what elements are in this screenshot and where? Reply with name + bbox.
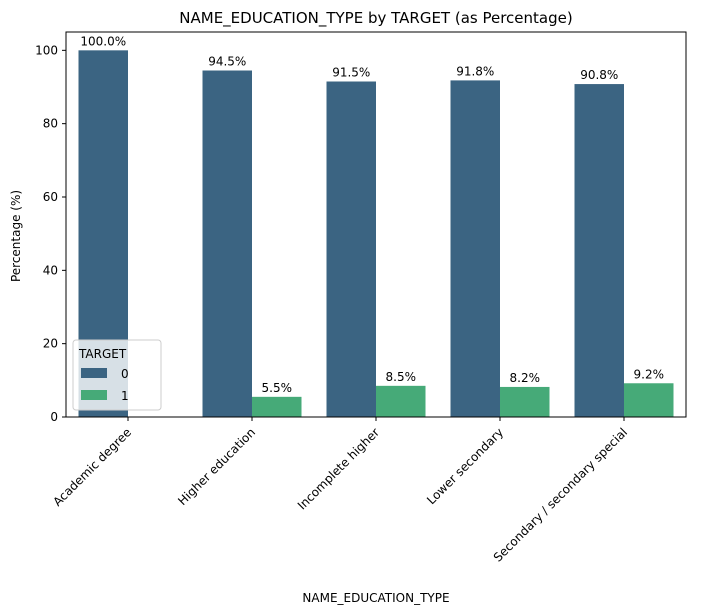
bar-value-label: 91.8% [456, 64, 494, 78]
y-axis-label: Percentage (%) [9, 190, 23, 282]
plot-frame [65, 31, 687, 418]
bar-target-1 [376, 385, 426, 417]
y-tick-label: 40 [43, 263, 58, 277]
bars-layer: 100.0% 94.5% 5.5% 91.5% 8.5% 91.8% 8.2% 90.8% 9.… [78, 34, 674, 418]
bar-target-0 [202, 70, 252, 417]
bar-value-label: 5.5% [262, 381, 293, 395]
y-tick-label: 20 [43, 337, 58, 351]
x-tick-label: Academic degree [50, 425, 134, 509]
x-tick-label: Lower secondary [424, 425, 506, 507]
bar-value-label: 94.5% [208, 55, 246, 69]
bar-target-1 [500, 386, 550, 417]
bar-value-label: 90.8% [580, 68, 618, 82]
y-tick-label: 80 [43, 117, 58, 131]
bar-target-0 [326, 81, 376, 417]
x-tick-label: Higher education [175, 425, 258, 508]
legend-entry-label: 1 [121, 389, 129, 403]
bar-target-1 [624, 383, 674, 417]
chart-title: NAME_EDUCATION_TYPE by TARGET (as Percen… [179, 9, 572, 28]
x-tick-label: Incomplete higher [295, 425, 382, 512]
legend-title: TARGET [78, 347, 127, 361]
bar-value-label: 8.2% [510, 371, 541, 385]
y-tick-label: 60 [43, 190, 58, 204]
x-axis-label: NAME_EDUCATION_TYPE [302, 591, 449, 605]
legend-entry-label: 0 [121, 367, 129, 381]
legend: TARGET 0 1 [72, 339, 162, 411]
x-tick-label: Secondary / secondary special [491, 425, 630, 564]
legend-swatch [81, 368, 107, 378]
bar-target-0 [450, 80, 500, 418]
bar-value-label: 8.5% [386, 370, 417, 384]
y-tick-label: 0 [50, 410, 58, 424]
bar-value-label: 9.2% [634, 367, 665, 381]
bar-target-0 [574, 84, 624, 418]
legend-swatch [81, 390, 107, 400]
bar-value-label: 100.0% [80, 34, 126, 48]
y-tick-label: 100 [35, 43, 58, 57]
bar-value-label: 91.5% [332, 66, 370, 80]
bar-target-1 [252, 396, 302, 417]
